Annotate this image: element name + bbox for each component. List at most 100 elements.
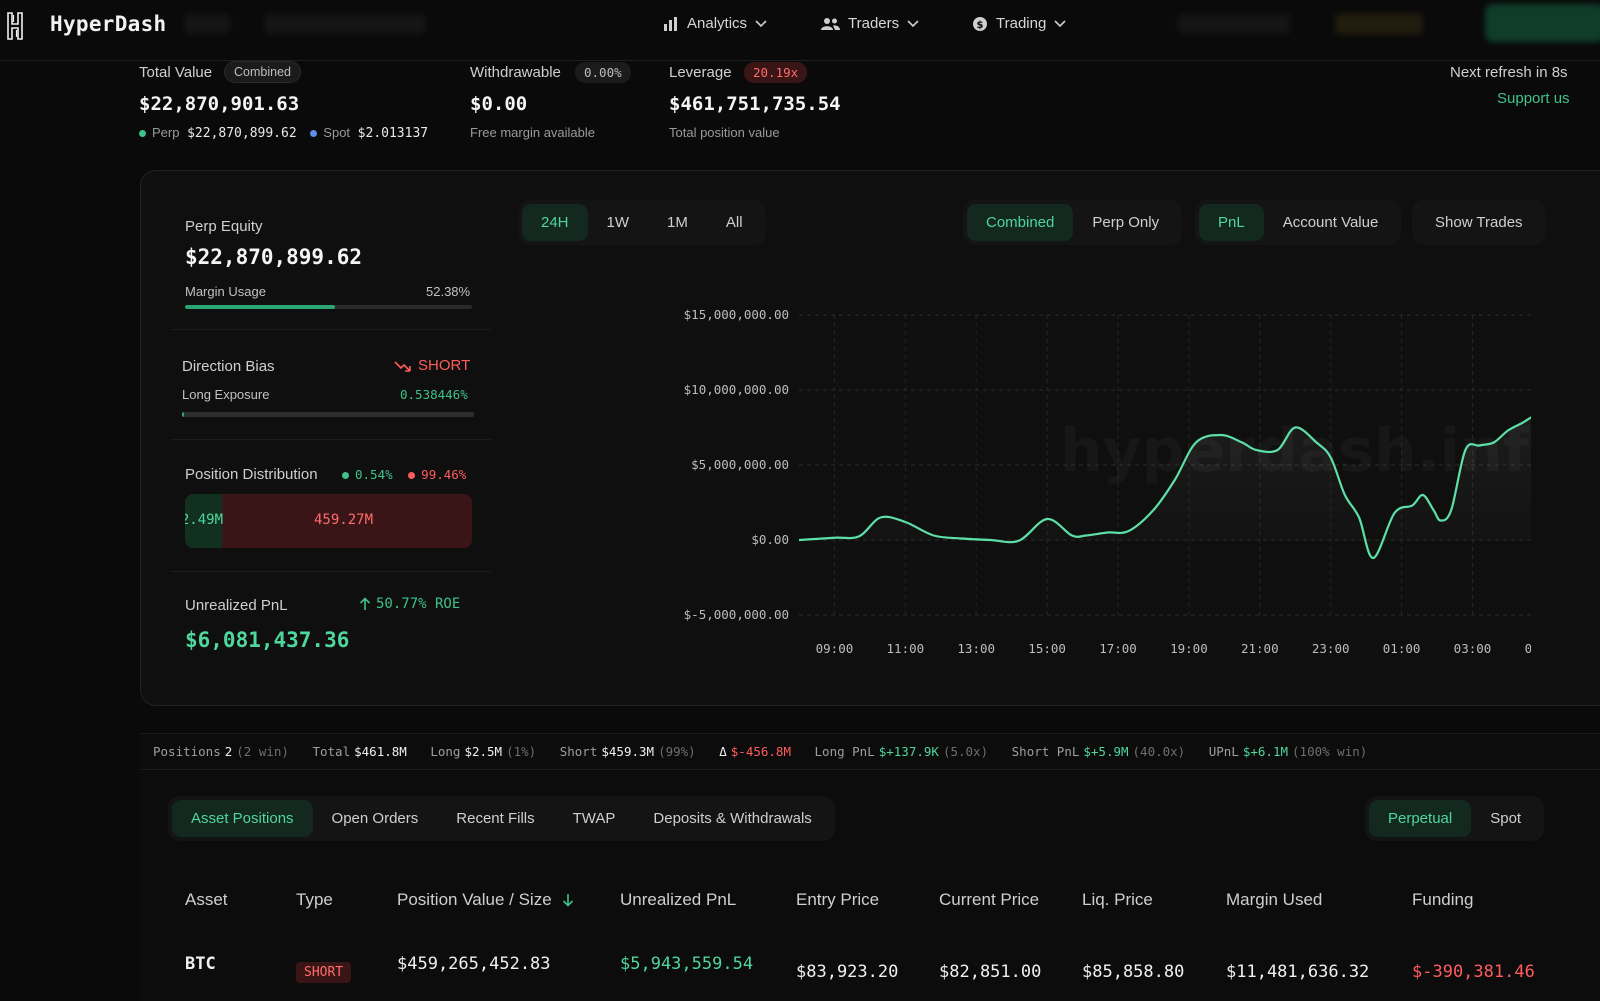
blurred-nav-element [1178, 14, 1290, 34]
long-amount: $2.49M [185, 512, 223, 528]
market-spot[interactable]: Spot [1490, 810, 1522, 827]
column-header-liq-price[interactable]: Liq. Price [1082, 890, 1153, 909]
spot-dot-icon [310, 130, 318, 138]
direction-bias-label: Direction Bias [182, 358, 275, 375]
leverage-value: $461,751,735.54 [669, 93, 841, 115]
metric-pnl[interactable]: PnL [1199, 204, 1264, 241]
brand-name[interactable]: HyperDash [50, 12, 167, 36]
short-pct: (99%) [658, 744, 696, 759]
cell-margin-used: $11,481,636.32 [1226, 962, 1370, 982]
short-pnl-value: $+5.9M [1083, 744, 1129, 759]
x-axis-tick-label: 15:00 [1028, 641, 1066, 656]
short-value: $459.3M [601, 744, 655, 759]
chevron-down-icon [1054, 19, 1066, 27]
x-axis-tick-label: 05:00 [1525, 641, 1531, 656]
column-header-current-price[interactable]: Current Price [939, 890, 1040, 909]
withdrawable-badge: 0.00% [575, 62, 631, 83]
positions-tabs: Asset Positions Open Orders Recent Fills… [168, 796, 835, 841]
blurred-connect-button[interactable] [1485, 4, 1600, 42]
timeframe-1w[interactable]: 1W [606, 214, 630, 231]
stats-row: Positions 2 (2 win) Total $461.8M Long $2.5M… [153, 744, 1371, 759]
cell-asset[interactable]: BTC [185, 954, 216, 974]
short-dot-icon [408, 472, 416, 479]
cell-unrealized-pnl: $5,943,559.54 [620, 954, 754, 974]
metric-account-value[interactable]: Account Value [1282, 214, 1379, 231]
bar-chart-icon [664, 16, 677, 31]
value-breakdown: Perp $22,870,899.62 Spot $2.013137 [139, 125, 428, 141]
perp-value: $22,870,899.62 [187, 126, 297, 141]
unrealized-pnl-value: $6,081,437.36 [185, 628, 350, 652]
cell-type-badge: SHORT [296, 962, 352, 983]
long-pnl-lev: (5.0x) [942, 744, 989, 759]
mode-combined[interactable]: Combined [967, 204, 1074, 241]
combined-badge: Combined [224, 61, 301, 83]
perp-dot-icon [139, 130, 146, 138]
blurred-nav-element [185, 14, 230, 34]
leverage-label: Leverage [669, 64, 732, 81]
cell-current-price: $82,851.00 [939, 962, 1042, 982]
refresh-countdown: Next refresh in 8s [1450, 64, 1568, 81]
nav-menu-analytics[interactable]: Analytics [663, 15, 767, 32]
spot-value: $2.013137 [357, 126, 429, 141]
nav-menu-trading[interactable]: $ Trading [972, 15, 1066, 32]
cell-position-value: $459,265,452.83 [397, 954, 551, 974]
long-exposure-bar [182, 412, 474, 417]
long-value: $2.5M [464, 744, 503, 759]
pnl-area-fill [799, 417, 1531, 559]
column-header-funding[interactable]: Funding [1412, 890, 1474, 909]
total-value: $22,870,901.63 [139, 93, 300, 115]
support-link[interactable]: Support us [1497, 90, 1570, 107]
column-header-asset[interactable]: Asset [185, 890, 228, 909]
positions-section: Asset Positions Open Orders Recent Fills… [140, 771, 1600, 1001]
mode-perp-only[interactable]: Perp Only [1092, 214, 1160, 231]
long-pnl-label: Long PnL [814, 744, 875, 759]
column-header-unrealized-pnl[interactable]: Unrealized PnL [620, 890, 737, 909]
long-exposure-value: 0.538446% [400, 387, 468, 402]
positions-label: Positions [153, 744, 221, 759]
leverage-sub: Total position value [669, 125, 780, 140]
pnl-chart: $15,000,000.00 $10,000,000.00 $5,000,000.0… [684, 307, 1531, 656]
column-header-position-value[interactable]: Position Value / Size [397, 890, 574, 910]
tab-recent-fills[interactable]: Recent Fills [456, 810, 535, 827]
tab-asset-positions[interactable]: Asset Positions [172, 800, 313, 837]
hyperdash-logo-icon[interactable] [6, 12, 24, 40]
timeframe-24h[interactable]: 24H [522, 204, 588, 241]
column-header-entry-price[interactable]: Entry Price [796, 890, 880, 909]
long-exposure-label: Long Exposure [182, 387, 270, 402]
timeframe-1m[interactable]: 1M [667, 214, 688, 231]
x-axis-tick-label: 19:00 [1170, 641, 1208, 656]
timeframe-all[interactable]: All [725, 214, 743, 231]
long-dot-icon [342, 472, 349, 479]
market-selector: Perpetual Spot [1365, 796, 1545, 841]
delta-value: $-456.8M [730, 744, 791, 759]
x-axis-tick-label: 03:00 [1454, 641, 1492, 656]
position-distribution-bar: $2.49M 459.27M [185, 494, 472, 548]
panel-divider [171, 571, 491, 572]
show-trades-button[interactable]: Show Trades [1435, 214, 1523, 231]
upnl-roe-value: 50.77% ROE [376, 596, 461, 612]
tab-deposits-withdrawals[interactable]: Deposits & Withdrawals [653, 810, 812, 827]
y-axis-tick-label: $0.00 [751, 532, 789, 547]
column-header-type[interactable]: Type [296, 890, 333, 909]
leverage-badge: 20.19x [744, 62, 808, 83]
pnl-series-line [798, 416, 1531, 560]
tab-twap[interactable]: TWAP [572, 810, 616, 827]
withdrawable-sub: Free margin available [470, 125, 596, 140]
x-axis-tick-label: 23:00 [1312, 641, 1350, 656]
positions-count: 2 [224, 744, 233, 759]
nav-menu-label: Analytics [687, 15, 748, 32]
nav-menu-traders[interactable]: Traders [821, 15, 919, 32]
mode-selector: Combined Perp Only [963, 200, 1183, 245]
market-perpetual[interactable]: Perpetual [1369, 800, 1472, 837]
margin-usage-value: 52.38% [426, 284, 471, 299]
withdrawable-value: $0.00 [470, 93, 528, 115]
short-pnl-label: Short PnL [1011, 744, 1080, 759]
margin-usage-fill [185, 305, 336, 309]
long-pnl-value: $+137.9K [878, 744, 939, 759]
nav-menu-label: Trading [996, 15, 1047, 32]
tab-open-orders[interactable]: Open Orders [331, 810, 419, 827]
portfolio-card: Perp Equity $22,870,899.62 Margin Usage … [140, 170, 1600, 706]
positions-stats-strip: Positions 2 (2 win) Total $461.8M Long $2.5M… [140, 733, 1600, 770]
x-axis-tick-label: 09:00 [816, 641, 854, 656]
column-header-margin-used[interactable]: Margin Used [1226, 890, 1323, 909]
